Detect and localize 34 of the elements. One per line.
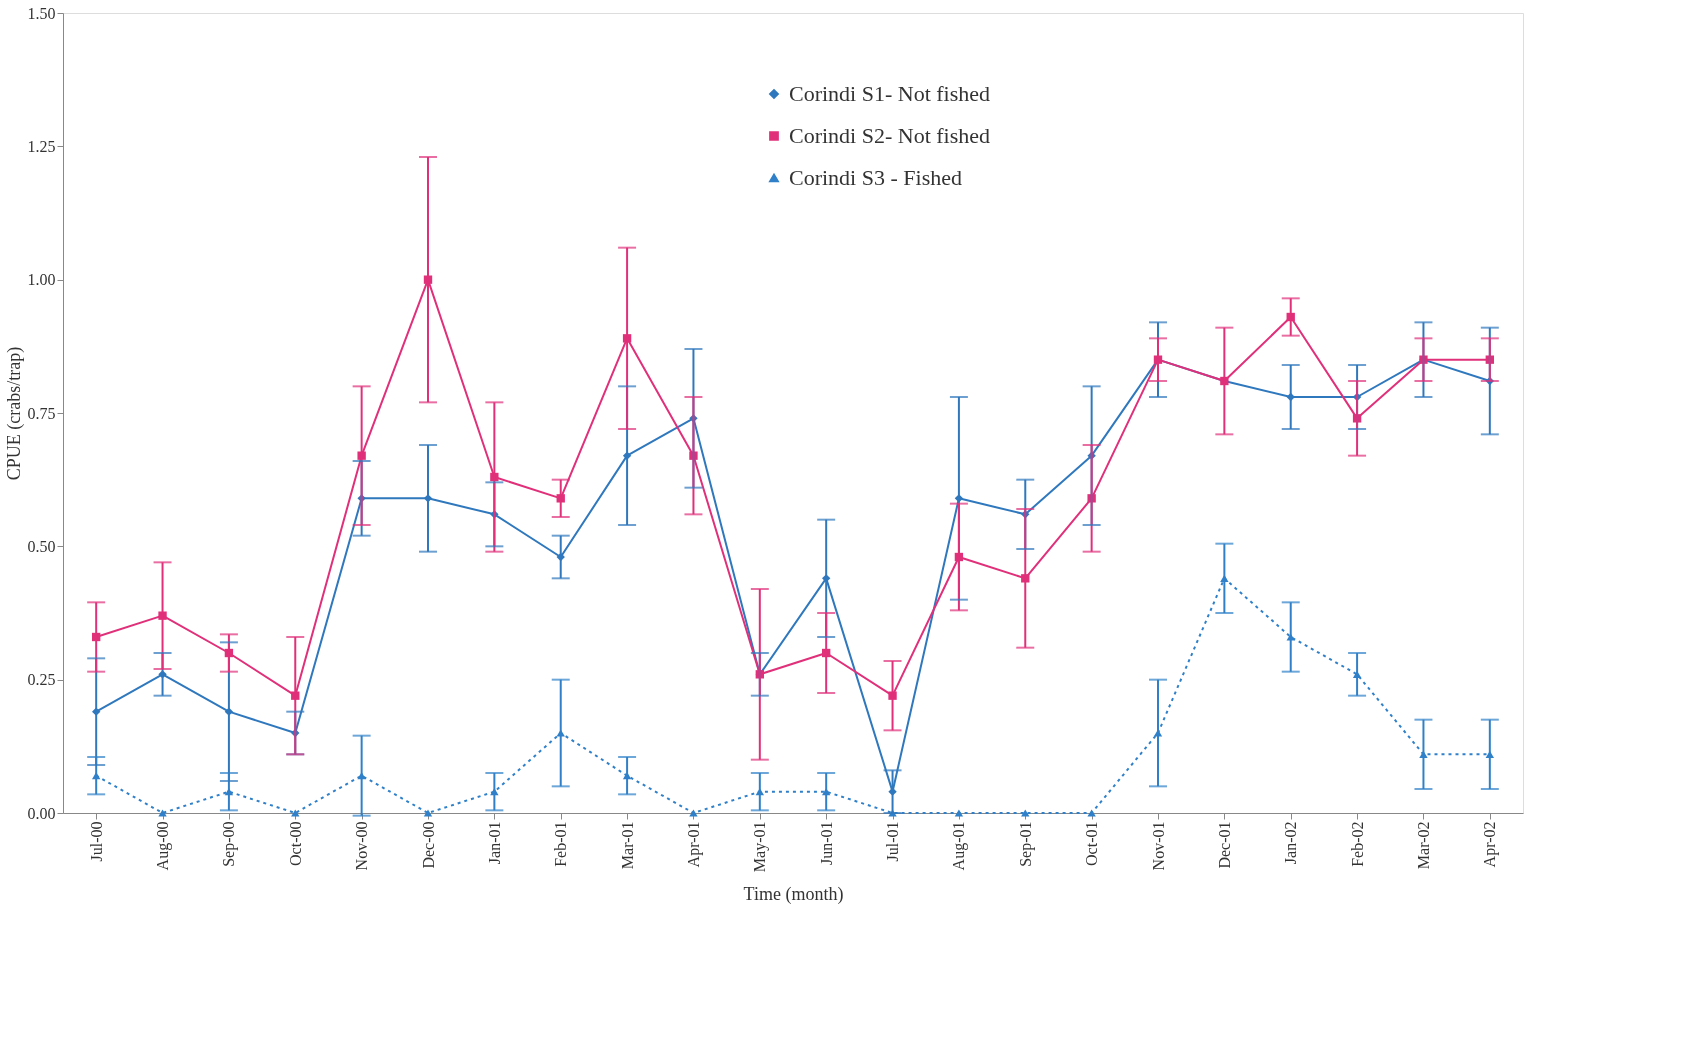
x-tick-label: Apr-01 xyxy=(684,821,703,868)
y-tick-label: 0.75 xyxy=(27,404,56,422)
y-axis-title: CPUE (crabs/trap) xyxy=(3,346,25,481)
x-tick-label: Feb-01 xyxy=(552,821,570,867)
x-tick-label: Oct-00 xyxy=(286,821,304,866)
x-tick-label: Nov-01 xyxy=(1149,821,1167,871)
y-tick-label: 1.25 xyxy=(27,137,56,155)
y-tick-label: 1.00 xyxy=(27,271,56,289)
x-tick-label: Oct-01 xyxy=(1083,821,1101,866)
x-tick-label: Jul-00 xyxy=(87,821,105,862)
legend-label: Corindi S2- Not fished xyxy=(789,123,991,148)
x-tick-label: Jul-01 xyxy=(884,821,902,862)
legend-label: Corindi S3 - Fished xyxy=(789,165,962,190)
y-tick-label: 0.25 xyxy=(27,671,56,689)
x-tick-label: Nov-00 xyxy=(353,821,371,871)
y-tick-label: 1.50 xyxy=(27,4,56,22)
y-tick-label: 0.00 xyxy=(27,804,56,822)
x-tick-label: Sep-00 xyxy=(220,821,239,867)
x-tick-label: Mar-01 xyxy=(618,821,636,870)
x-tick-label: Dec-00 xyxy=(419,821,437,869)
legend-label: Corindi S1- Not fished xyxy=(789,81,991,106)
x-tick-label: Dec-01 xyxy=(1215,821,1233,869)
x-tick-label: Jan-02 xyxy=(1282,821,1300,865)
x-tick-label: Jan-01 xyxy=(485,821,503,865)
x-tick-label: Mar-02 xyxy=(1414,821,1432,870)
x-tick-label: Feb-02 xyxy=(1348,821,1366,867)
x-axis-title: Time (month) xyxy=(743,884,844,906)
x-tick-label: May-01 xyxy=(751,821,770,873)
y-tick-label: 0.50 xyxy=(27,537,56,555)
x-tick-label: Aug-00 xyxy=(154,821,173,871)
x-tick-label: Sep-01 xyxy=(1016,821,1035,867)
x-tick-label: Apr-02 xyxy=(1481,821,1500,868)
x-tick-label: Aug-01 xyxy=(950,821,969,871)
x-tick-label: Jun-01 xyxy=(817,821,835,866)
